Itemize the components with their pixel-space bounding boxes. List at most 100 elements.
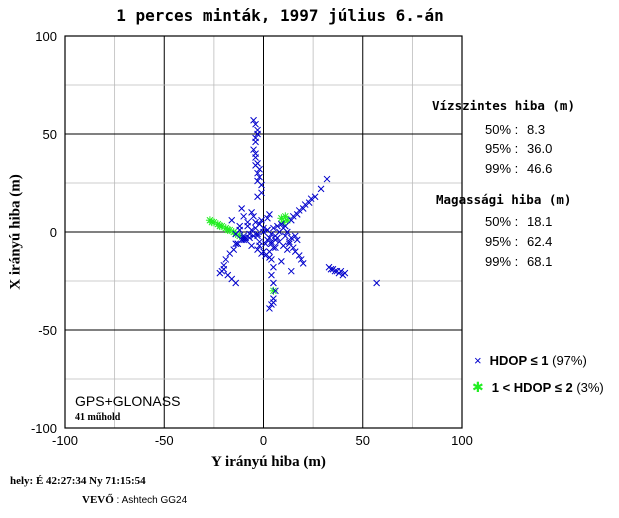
- point-hdop1: [236, 222, 244, 230]
- y-tick-label: 100: [35, 29, 57, 44]
- point-hdop1: [266, 305, 273, 312]
- green-star-marker-icon: ✱: [472, 379, 484, 395]
- point-hdop1: [240, 212, 248, 220]
- horizontal-stat-99: 99% :46.6: [485, 161, 553, 176]
- point-hdop1: [285, 238, 293, 246]
- point-hdop1: [287, 216, 295, 224]
- point-hdop1: [248, 209, 255, 216]
- blue-x-marker-icon: ×: [474, 353, 482, 368]
- y-axis-label: X irányú hiba (m): [7, 174, 24, 290]
- point-hdop1: [248, 242, 255, 250]
- vertical-stat-50: 50% :18.1: [485, 214, 553, 229]
- x-tick-label: 100: [451, 433, 473, 448]
- tick-labels: -100 -50 0 50 100 100 50 0 -50 -100: [31, 29, 473, 448]
- satellite-count: 41 műhold: [75, 412, 121, 423]
- point-hdop1: [297, 256, 305, 263]
- point-hdop1: [252, 134, 259, 142]
- point-hdop1: [291, 232, 299, 240]
- point-hdop1: [252, 224, 259, 232]
- legend-item-hdop2: ✱ 1 < HDOP ≤ 2 (3%): [472, 379, 604, 395]
- point-hdop1: [291, 248, 299, 255]
- point-hdop1: [283, 246, 291, 253]
- point-hdop1: [250, 116, 257, 124]
- point-hdop1: [248, 226, 255, 234]
- point-hdop1: [335, 269, 343, 277]
- point-hdop1: [232, 279, 240, 287]
- point-hdop2: [215, 222, 224, 231]
- point-hdop1: [307, 195, 315, 203]
- horizontal-stat-95: 95% :36.0: [485, 141, 553, 156]
- vertical-error-title: Magassági hiba (m): [436, 192, 572, 207]
- point-hdop1: [270, 263, 277, 271]
- point-hdop1: [254, 232, 261, 240]
- point-hdop1: [272, 232, 279, 240]
- system-annotation: GPS+GLONASS: [75, 393, 181, 409]
- point-hdop1: [252, 218, 259, 226]
- point-hdop1: [262, 240, 269, 248]
- point-hdop1: [287, 234, 295, 242]
- point-hdop1: [222, 256, 230, 263]
- point-hdop1: [238, 205, 246, 212]
- point-hdop1: [339, 271, 347, 279]
- point-hdop1: [272, 244, 279, 252]
- point-hdop1: [270, 224, 277, 232]
- point-hdop1: [327, 265, 335, 273]
- point-hdop1: [256, 165, 263, 173]
- x-tick-label: 0: [260, 433, 267, 448]
- point-hdop1: [301, 201, 309, 208]
- point-hdop1: [272, 287, 279, 295]
- point-hdop1: [242, 234, 249, 242]
- point-hdop1: [254, 169, 261, 177]
- point-hdop1: [331, 267, 339, 275]
- point-hdop1: [266, 254, 273, 261]
- point-hdop2: [223, 226, 232, 235]
- point-hdop1: [258, 250, 265, 257]
- point-hdop1: [270, 299, 277, 306]
- point-hdop1: [299, 260, 307, 267]
- point-hdop1: [254, 126, 261, 134]
- point-hdop1: [305, 199, 313, 206]
- vertical-stat-99: 99% :68.1: [485, 254, 553, 269]
- point-hdop1: [285, 240, 293, 248]
- point-hdop1: [256, 238, 263, 246]
- point-hdop1: [244, 218, 251, 226]
- point-hdop1: [254, 193, 261, 201]
- y-tick-label: 0: [50, 225, 57, 240]
- point-hdop1: [266, 211, 273, 218]
- point-hdop1: [268, 238, 275, 246]
- point-hdop1: [274, 222, 281, 230]
- receiver-footer: VEVŐ : Ashtech GG24: [82, 494, 188, 506]
- point-hdop1: [295, 207, 303, 214]
- point-hdop1: [311, 193, 319, 201]
- x-tick-label: -100: [52, 433, 78, 448]
- point-hdop1: [278, 258, 285, 265]
- point-hdop1: [264, 214, 271, 222]
- point-hdop1: [258, 216, 265, 224]
- point-hdop1: [254, 230, 261, 238]
- x-tick-label: 50: [356, 433, 370, 448]
- vertical-stat-95: 95% :62.4: [485, 234, 553, 249]
- point-hdop1: [278, 220, 285, 228]
- point-hdop1: [268, 230, 275, 238]
- point-hdop1: [373, 279, 380, 287]
- location-footer: hely: É 42:27:34 Ny 71:15:54: [10, 475, 146, 487]
- point-hdop1: [287, 267, 295, 275]
- point-hdop1: [283, 228, 291, 236]
- point-hdop1: [254, 160, 261, 167]
- y-tick-label: 50: [43, 127, 57, 142]
- point-hdop1: [299, 205, 307, 212]
- point-hdop1: [262, 252, 269, 259]
- point-hdop1: [258, 181, 265, 189]
- point-hdop1: [256, 173, 263, 181]
- point-hdop1: [270, 279, 277, 287]
- point-hdop1: [293, 211, 301, 218]
- point-hdop1: [268, 271, 275, 279]
- chart-title: 1 perces minták, 1997 július 6.-án: [116, 6, 444, 25]
- point-hdop1: [317, 185, 325, 193]
- x-tick-label: -50: [155, 433, 174, 448]
- horizontal-error-title: Vízszintes hiba (m): [432, 98, 575, 113]
- point-hdop1: [293, 236, 301, 244]
- point-hdop1: [281, 232, 289, 240]
- legend-item-hdop1: × HDOP ≤ 1 (97%): [474, 353, 587, 368]
